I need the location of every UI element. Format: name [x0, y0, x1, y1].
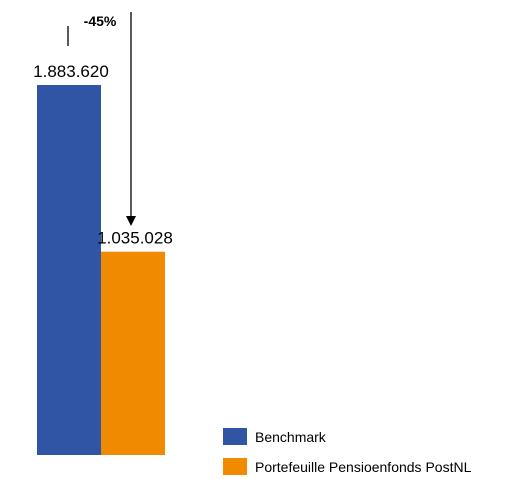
legend-swatch-benchmark	[223, 428, 247, 445]
annotation-arrow-head	[126, 216, 136, 226]
bar-portefeuille-pensioenfonds-postnl	[101, 251, 165, 455]
value-labels-group: 1.883.620 1.035.028	[33, 62, 173, 248]
legend-label-benchmark: Benchmark	[255, 429, 327, 445]
change-annotation: -45%	[67, 12, 136, 226]
bars-group	[37, 85, 165, 455]
annotation-text: -45%	[84, 13, 117, 29]
value-label-portefeuille-pensioenfonds-postnl: 1.035.028	[97, 229, 173, 248]
legend-label-portefeuille: Portefeuille Pensioenfonds PostNL	[255, 459, 472, 475]
legend: Benchmark Portefeuille Pensioenfonds Pos…	[223, 428, 472, 475]
value-label-benchmark: 1.883.620	[33, 62, 109, 81]
bar-benchmark	[37, 85, 101, 455]
legend-swatch-portefeuille	[223, 458, 247, 475]
